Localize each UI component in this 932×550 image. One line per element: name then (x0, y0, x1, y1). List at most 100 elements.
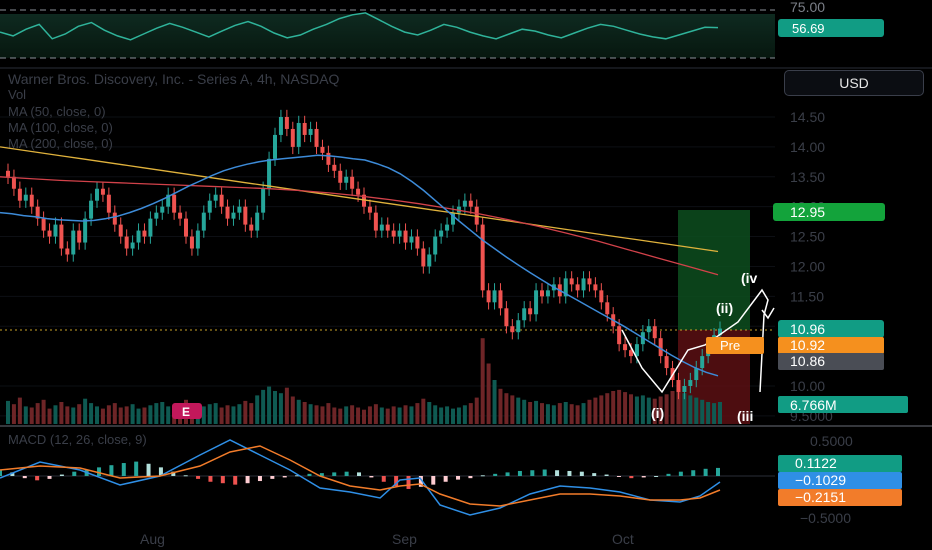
candle-body (213, 194, 218, 201)
macd-hist-bar (592, 473, 597, 476)
candle-body (344, 176, 349, 183)
volume-bar (409, 406, 414, 424)
macd-hist-bar (394, 476, 399, 487)
candle-body (617, 326, 622, 345)
macd-hist-bar (703, 468, 708, 476)
candle-body (29, 194, 34, 207)
volume-bar (344, 406, 349, 424)
volume-bars (6, 338, 722, 424)
volume-tag: 6.766M (778, 396, 908, 413)
legend-macd: MACD (12, 26, close, 9) (8, 432, 147, 447)
rsi-axis-top: 75.00 (790, 0, 825, 15)
candle-body (77, 230, 82, 243)
macd-hist-bar (579, 471, 584, 476)
macd-hist-bar (468, 476, 473, 479)
volume-bar (534, 400, 539, 424)
candle-body (652, 326, 657, 339)
volume-bar (284, 387, 289, 424)
candle-body (522, 308, 527, 321)
candle-body (688, 380, 693, 386)
volume-bar (694, 397, 699, 424)
volume-bar (160, 402, 165, 424)
candle-body (184, 218, 188, 237)
candle-body (35, 206, 40, 219)
volume-bar (219, 407, 224, 424)
macd-hist-bar (716, 467, 720, 476)
volume-bar (213, 403, 218, 424)
candle-body (219, 194, 224, 207)
macd-hist-bar (381, 476, 386, 482)
candle-body (605, 302, 610, 315)
candle-body (284, 117, 289, 129)
candle-body (273, 134, 277, 159)
volume-bar (23, 406, 28, 424)
earnings-marker[interactable]: E (172, 403, 202, 419)
macd-axis-top: 0.5000 (810, 433, 853, 449)
candle-body (391, 230, 396, 237)
volume-bar (599, 395, 604, 424)
candle-body (528, 308, 533, 315)
macd-hist-bar (307, 473, 312, 476)
candle-body (11, 176, 16, 189)
volume-bar (634, 396, 639, 424)
candle-body (587, 278, 592, 285)
candle-body (302, 122, 307, 135)
volume-bar (617, 389, 622, 424)
macd-hist-bar (505, 472, 510, 476)
candle-body (290, 128, 295, 147)
macd-hist-bar (295, 475, 300, 477)
wave-label-i: (i) (651, 405, 664, 421)
candle-body (462, 200, 467, 207)
candle-body (397, 230, 402, 237)
macd-hist-bar (72, 471, 77, 476)
candle-body (106, 194, 111, 213)
candle-body (492, 290, 497, 303)
candle-body (17, 188, 22, 201)
price-axis[interactable]: 14.5014.0013.5013.0012.5012.0011.5011.00… (790, 109, 833, 424)
volume-bar (563, 402, 568, 424)
macd-hist-bar (332, 472, 337, 476)
volume-bar (581, 403, 586, 424)
volume-bar (201, 406, 206, 424)
currency-button[interactable]: USD (784, 70, 924, 96)
time-label-aug: Aug (140, 531, 165, 547)
volume-bar (421, 398, 426, 424)
macd-hist-bar (208, 476, 213, 482)
volume-bar (480, 338, 485, 424)
candle-body (6, 170, 10, 177)
candle-body (575, 284, 580, 291)
candle-body (59, 224, 64, 249)
macd-hist-bar (22, 476, 27, 479)
macd-hist-bar (678, 471, 683, 476)
macd-hist-bar (530, 470, 535, 476)
macd-hist-bar (480, 475, 485, 477)
candle-body (201, 212, 206, 231)
volume-bar (587, 399, 592, 424)
macd-hist-bar (369, 476, 374, 478)
macd-hist-bar (567, 470, 572, 476)
candle-body (124, 236, 129, 249)
macd-hist-bar (282, 476, 287, 478)
macd-line-value: −0.1029 (795, 472, 846, 488)
macd-line-tag: −0.1029 (778, 472, 902, 489)
macd-hist-bar (542, 469, 547, 476)
volume-bar (605, 393, 610, 424)
volume-bar (148, 405, 153, 424)
volume-bar (237, 404, 242, 424)
volume-bar (379, 407, 384, 424)
candle-body (267, 158, 272, 189)
candle-body (403, 230, 408, 243)
macd-hist-bar (183, 475, 188, 477)
volume-bar (439, 407, 444, 424)
macd-hist-bar (109, 465, 114, 476)
volume-bar (516, 397, 521, 424)
wave-label-iv: (iv (741, 270, 758, 286)
macd-hist-bar (171, 471, 176, 476)
rsi-value-label: 56.69 (792, 21, 825, 36)
candle-body (373, 212, 378, 231)
candle-body (599, 290, 604, 303)
volume-bar (367, 406, 372, 424)
macd-axis-bottom: −0.5000 (800, 510, 851, 526)
volume-bar (338, 408, 343, 424)
